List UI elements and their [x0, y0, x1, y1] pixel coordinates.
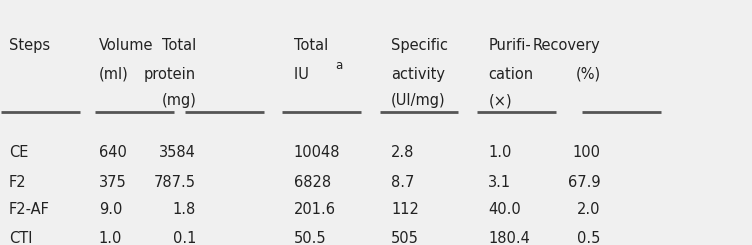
Text: 0.1: 0.1	[173, 231, 196, 245]
Text: IU: IU	[293, 67, 313, 82]
Text: 40.0: 40.0	[488, 202, 521, 217]
Text: 1.0: 1.0	[488, 145, 512, 159]
Text: F2-AF: F2-AF	[9, 202, 50, 217]
Text: Total: Total	[162, 38, 196, 53]
Text: 201.6: 201.6	[293, 202, 335, 217]
Text: Specific: Specific	[391, 38, 448, 53]
Text: 180.4: 180.4	[488, 231, 530, 245]
Text: 1.0: 1.0	[99, 231, 122, 245]
Text: protein: protein	[144, 67, 196, 82]
Text: (×): (×)	[488, 93, 512, 109]
Text: a: a	[335, 59, 342, 72]
Text: CE: CE	[9, 145, 29, 159]
Text: 787.5: 787.5	[154, 175, 196, 190]
Text: cation: cation	[488, 67, 533, 82]
Text: 50.5: 50.5	[293, 231, 326, 245]
Text: 505: 505	[391, 231, 419, 245]
Text: 10048: 10048	[293, 145, 340, 159]
Text: F2: F2	[9, 175, 26, 190]
Text: (%): (%)	[575, 67, 601, 82]
Text: 9.0: 9.0	[99, 202, 122, 217]
Text: 3.1: 3.1	[488, 175, 511, 190]
Text: CTI: CTI	[9, 231, 32, 245]
Text: 0.5: 0.5	[578, 231, 601, 245]
Text: 375: 375	[99, 175, 126, 190]
Text: 2.8: 2.8	[391, 145, 414, 159]
Text: (UI/mg): (UI/mg)	[391, 93, 446, 109]
Text: (mg): (mg)	[162, 93, 196, 109]
Text: 640: 640	[99, 145, 126, 159]
Text: 8.7: 8.7	[391, 175, 414, 190]
Text: activity: activity	[391, 67, 445, 82]
Text: 1.8: 1.8	[173, 202, 196, 217]
Text: Recovery: Recovery	[533, 38, 601, 53]
Text: Volume: Volume	[99, 38, 153, 53]
Text: 112: 112	[391, 202, 419, 217]
Text: 2.0: 2.0	[578, 202, 601, 217]
Text: (ml): (ml)	[99, 67, 129, 82]
Text: 3584: 3584	[159, 145, 196, 159]
Text: Total: Total	[293, 38, 328, 53]
Text: 6828: 6828	[293, 175, 331, 190]
Text: 100: 100	[573, 145, 601, 159]
Text: Steps: Steps	[9, 38, 50, 53]
Text: Purifi-: Purifi-	[488, 38, 531, 53]
Text: 67.9: 67.9	[569, 175, 601, 190]
